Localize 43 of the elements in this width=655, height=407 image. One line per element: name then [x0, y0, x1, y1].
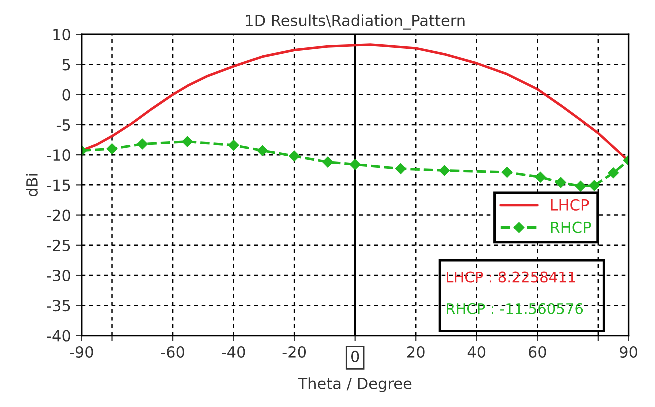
point: [182, 136, 194, 148]
y-tick-label: -5: [56, 120, 70, 131]
y-tick-label: -35: [47, 300, 70, 312]
y-tick-label: -25: [47, 240, 70, 252]
y-tick-label: 5: [62, 59, 70, 71]
point: [502, 167, 513, 178]
legend-label: RHCP: [551, 222, 592, 234]
point: [556, 177, 566, 188]
y-tick-label: -30: [47, 270, 70, 282]
x-tick-label: 40: [468, 346, 486, 358]
point: [137, 138, 148, 150]
point: [228, 140, 240, 151]
x-tick-label: 20: [408, 346, 425, 358]
point: [350, 159, 361, 170]
annotation: LHCP : 8.2258411: [447, 272, 576, 283]
y-tick-label: -10: [47, 150, 70, 162]
point: [608, 168, 620, 179]
y-tick-label: -40: [47, 330, 70, 342]
annotation: RHCP : -11.560576: [447, 303, 584, 314]
x-tick-label: -40: [222, 346, 246, 358]
x-tick-label: 90: [620, 346, 638, 358]
y-tick-label: 10: [54, 29, 70, 41]
x-tick-label: 60: [528, 346, 546, 358]
y-tick-label: 0: [62, 89, 70, 101]
point: [589, 180, 600, 192]
ref-line-label: 0: [351, 350, 360, 362]
y-tick-label: -15: [47, 180, 70, 192]
point: [575, 180, 586, 192]
point: [322, 156, 334, 168]
y-axis-title: dBi: [26, 174, 38, 197]
point: [106, 144, 118, 154]
point: [257, 145, 268, 156]
x-tick-label: -20: [282, 346, 306, 358]
point: [395, 163, 406, 174]
point: [535, 172, 546, 183]
x-axis-title: Theta / Degree: [298, 378, 412, 392]
chart-title: 1D Results\Radiation_Pattern: [246, 14, 465, 30]
legend-label: LHCP: [551, 199, 590, 211]
x-tick-label: -60: [161, 346, 184, 358]
point: [439, 165, 450, 176]
x-tick-label: -90: [70, 346, 94, 358]
point: [289, 150, 300, 162]
y-tick-label: -20: [47, 210, 70, 222]
